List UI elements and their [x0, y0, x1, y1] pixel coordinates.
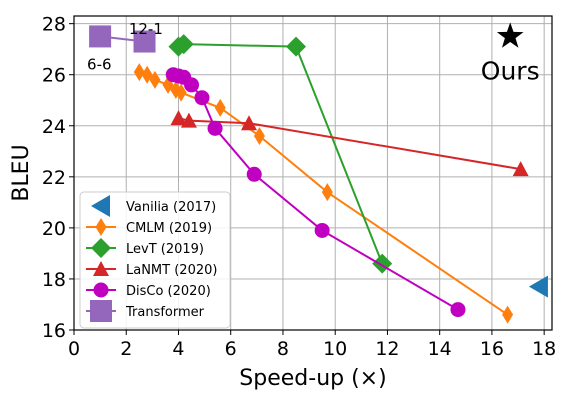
x-tick-label: 2 — [120, 338, 132, 360]
legend-marker-cmlm-2019 — [95, 218, 107, 236]
x-tick-label: 10 — [323, 338, 347, 360]
legend-marker-disco-2020 — [93, 282, 109, 298]
x-tick-label: 18 — [532, 338, 556, 360]
y-axis-label: BLEU — [9, 144, 34, 201]
point-cmlm-2019 — [253, 126, 265, 145]
legend-label-vanilia-2017: Vanilia (2017) — [126, 200, 216, 215]
plot-frame — [73, 15, 553, 331]
annotations: 12-1 6-6 — [87, 20, 163, 74]
point-disco-2020 — [314, 222, 330, 238]
point-cmlm-2019 — [214, 98, 226, 117]
series-levt-2019 — [168, 34, 393, 274]
point-disco-2020 — [207, 120, 223, 136]
legend-marker-vanilia-2017 — [91, 195, 110, 217]
point-vanilia-2017 — [528, 275, 548, 298]
series-cmlm-2019 — [133, 63, 514, 324]
point-levt-2019 — [286, 36, 307, 57]
x-tick-label: 16 — [480, 338, 504, 360]
x-axis-label: Speed-up (×) — [239, 366, 386, 391]
legend-label-cmlm-2019: CMLM (2019) — [126, 221, 212, 236]
point-disco-2020 — [184, 77, 200, 93]
x-tick-label: 12 — [375, 338, 399, 360]
x-tick-label: 8 — [277, 338, 289, 360]
legend-label-transformer: Transformer — [125, 305, 205, 320]
point-disco-2020 — [194, 90, 210, 106]
legend: Vanilia (2017) CMLM (2019) LevT (2019) LaNM… — [79, 191, 231, 329]
y-tick-label: 24 — [42, 116, 66, 138]
legend-label-lanmt-2020: LaNMT (2020) — [126, 263, 217, 278]
point-cmlm-2019 — [175, 83, 187, 102]
ours-star-marker — [496, 22, 524, 48]
series-transformer — [89, 25, 156, 53]
y-tick-label: 20 — [42, 218, 66, 240]
legend-marker-transformer — [90, 300, 112, 322]
point-lanmt-2020 — [170, 110, 187, 126]
series-disco-2020 — [165, 67, 466, 318]
point-annotation: 12-1 — [129, 20, 163, 38]
point-levt-2019 — [173, 34, 194, 55]
y-tick-label: 22 — [42, 167, 66, 189]
x-tick-label: 4 — [172, 338, 184, 360]
x-tick-label: 6 — [225, 338, 237, 360]
point-lanmt-2020 — [512, 161, 529, 177]
x-tick-label: 0 — [68, 338, 80, 360]
legend-box — [79, 191, 231, 329]
series-layer: Ours — [89, 22, 548, 324]
series-vanilia-2017 — [528, 275, 548, 298]
legend-marker-levt-2019 — [91, 238, 111, 258]
point-cmlm-2019 — [321, 183, 333, 202]
point-transformer — [133, 30, 156, 53]
series-lanmt-2020 — [170, 110, 529, 177]
point-annotation: 6-6 — [87, 56, 112, 74]
point-disco-2020 — [450, 302, 466, 318]
ours-label: Ours — [481, 56, 540, 85]
y-tick-label: 16 — [42, 320, 66, 342]
legend-label-disco-2020: DisCo (2020) — [126, 284, 211, 299]
point-lanmt-2020 — [241, 115, 258, 131]
point-cmlm-2019 — [149, 70, 161, 89]
point-cmlm-2019 — [133, 63, 145, 82]
point-lanmt-2020 — [180, 112, 197, 128]
y-tick-label: 28 — [42, 14, 66, 36]
point-disco-2020 — [246, 166, 262, 182]
point-cmlm-2019 — [502, 305, 514, 324]
plot-frame-rect — [73, 15, 553, 331]
legend-label-levt-2019: LevT (2019) — [126, 242, 204, 257]
y-tick-label: 26 — [42, 65, 66, 87]
legend-marker-lanmt-2020 — [93, 261, 109, 276]
y-tick-label: 18 — [42, 269, 66, 291]
x-tick-label: 14 — [428, 338, 452, 360]
point-transformer — [89, 25, 112, 48]
